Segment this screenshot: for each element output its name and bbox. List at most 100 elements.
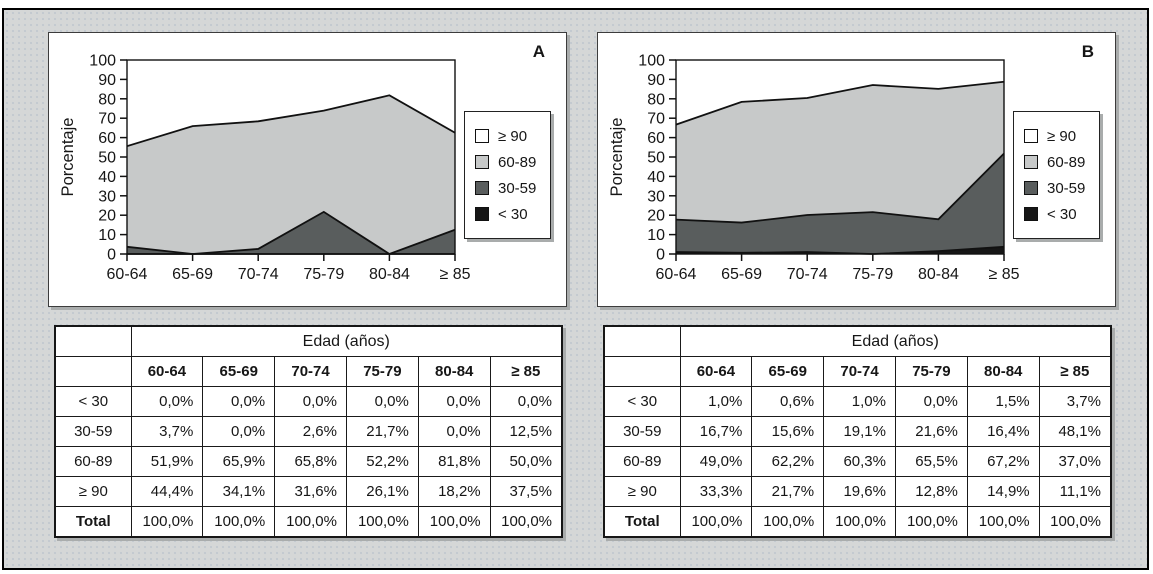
table-cell: 2,6% xyxy=(274,416,347,447)
table-cell: 3,7% xyxy=(130,416,204,447)
legend-swatch xyxy=(475,129,489,143)
table-cell: 21,6% xyxy=(894,416,968,447)
y-tick-label: 90 xyxy=(647,72,665,89)
legend-item: < 30 xyxy=(1024,201,1095,227)
y-tick-label: 10 xyxy=(647,227,665,244)
y-tick-label: 0 xyxy=(107,247,116,264)
legend-a: ≥ 90 60-89 30-59 < 30 xyxy=(464,111,551,239)
legend-swatch xyxy=(475,207,489,221)
table-cell: 60,3% xyxy=(823,446,896,477)
table-row: Total 100,0% 100,0% 100,0% 100,0% 100,0% 100,0… xyxy=(603,506,1112,538)
legend-swatch xyxy=(1024,129,1038,143)
table-cell: 33,3% xyxy=(679,476,753,507)
x-tick-label: 75-79 xyxy=(303,266,344,283)
table-cell: 12,8% xyxy=(894,476,968,507)
x-tick-label: 65-69 xyxy=(721,266,762,283)
table-cell: 0,0% xyxy=(417,386,491,417)
table-cell: 100,0% xyxy=(417,506,491,538)
table-cell: 0,0% xyxy=(274,386,347,417)
table-cell: 0,0% xyxy=(130,386,204,417)
area-boundary-60-89 xyxy=(126,94,456,147)
legend-swatch xyxy=(475,181,489,195)
row-label: Total xyxy=(603,506,681,538)
table-a: Edad (años) 60-64 65-69 70-74 75-79 80-84 ≥ 85… xyxy=(54,325,563,538)
column-header: 70-74 xyxy=(823,356,896,387)
legend-swatch xyxy=(1024,207,1038,221)
table-row: < 30 0,0% 0,0% 0,0% 0,0% 0,0% 0,0% xyxy=(54,386,563,417)
x-tick-label: 70-74 xyxy=(787,266,828,283)
table-cell: 62,2% xyxy=(751,446,825,477)
table-cell: 3,7% xyxy=(1038,386,1112,417)
area-60-89 xyxy=(127,95,455,254)
legend-label: 30-59 xyxy=(1047,179,1086,197)
column-header: ≥ 85 xyxy=(1038,356,1112,387)
y-tick-label: 20 xyxy=(647,208,665,225)
table-corner-cell xyxy=(54,356,132,387)
figure-frame: 0 10 20 30 40 50 60 70 80 90 100 60-64 65-69 70-74 75-… xyxy=(2,8,1149,570)
column-header: 65-69 xyxy=(202,356,276,387)
row-label: ≥ 90 xyxy=(603,476,681,507)
table-cell: 15,6% xyxy=(751,416,825,447)
row-label: 60-89 xyxy=(54,446,132,477)
panel-letter-b: B xyxy=(1081,42,1094,61)
y-tick-label: 20 xyxy=(98,208,116,225)
legend-item: 30-59 xyxy=(1024,175,1095,201)
column-header: 80-84 xyxy=(966,356,1040,387)
x-tick-label: 70-74 xyxy=(238,266,279,283)
y-tick-label: 80 xyxy=(647,91,665,108)
table-header-row: 60-64 65-69 70-74 75-79 80-84 ≥ 85 xyxy=(54,356,563,387)
x-tick-label: 80-84 xyxy=(369,266,410,283)
table-cell: 14,9% xyxy=(966,476,1040,507)
table-caption-row: Edad (años) xyxy=(54,325,563,357)
y-tick-label: 80 xyxy=(98,91,116,108)
y-tick-label: 90 xyxy=(98,72,116,89)
y-tick-label: 70 xyxy=(647,111,665,128)
y-tick-label: 70 xyxy=(98,111,116,128)
row-label: < 30 xyxy=(603,386,681,417)
table-row: 30-59 16,7% 15,6% 19,1% 21,6% 16,4% 48,1% xyxy=(603,416,1112,447)
stacked-area-chart-a: 0 10 20 30 40 50 60 70 80 90 100 60-64 65-69 70-74 75-… xyxy=(49,33,566,306)
area-boundary-30-59 xyxy=(126,210,456,255)
table-cell: 81,8% xyxy=(417,446,491,477)
y-tick-label: 100 xyxy=(89,53,116,70)
area-boundary-30-59 xyxy=(675,152,1005,224)
y-tick-label: 60 xyxy=(98,130,116,147)
table-cell: 19,1% xyxy=(823,416,896,447)
table-corner-cell xyxy=(603,356,681,387)
table-caption-row: Edad (años) xyxy=(603,325,1112,357)
table-cell: 100,0% xyxy=(489,506,563,538)
table-header-row: 60-64 65-69 70-74 75-79 80-84 ≥ 85 xyxy=(603,356,1112,387)
column-header: 75-79 xyxy=(894,356,968,387)
table-row: ≥ 90 44,4% 34,1% 31,6% 26,1% 18,2% 37,5% xyxy=(54,476,563,507)
column-a: 0 10 20 30 40 50 60 70 80 90 100 60-64 65-69 70-74 75-… xyxy=(48,32,567,538)
row-label: 30-59 xyxy=(603,416,681,447)
column-header: 60-64 xyxy=(679,356,753,387)
row-label: Total xyxy=(54,506,132,538)
legend-swatch xyxy=(1024,155,1038,169)
y-tick-label: 0 xyxy=(656,247,665,264)
legend-label: ≥ 90 xyxy=(1047,127,1077,145)
table-cell: 100,0% xyxy=(202,506,276,538)
table-caption: Edad (años) xyxy=(679,325,1112,357)
legend-b: ≥ 90 60-89 30-59 < 30 xyxy=(1013,111,1100,239)
table-corner-cell xyxy=(603,325,681,357)
column-header: 60-64 xyxy=(130,356,204,387)
table-cell: 100,0% xyxy=(1038,506,1112,538)
table-cell: 100,0% xyxy=(894,506,968,538)
stacked-area-svg: 0 10 20 30 40 50 60 70 80 90 100 60-64 65-69 70-74 75-… xyxy=(608,53,1020,284)
row-label: 30-59 xyxy=(54,416,132,447)
chart-panel-b: 0 10 20 30 40 50 60 70 80 90 100 60-64 65-69 70-74 75-… xyxy=(597,32,1116,307)
table-cell: 52,2% xyxy=(345,446,419,477)
table-cell: 0,0% xyxy=(894,386,968,417)
table-cell: 18,2% xyxy=(417,476,491,507)
table-cell: 0,0% xyxy=(489,386,563,417)
x-tick-label: ≥ 85 xyxy=(439,266,470,283)
row-label: 60-89 xyxy=(603,446,681,477)
x-tick-label: ≥ 85 xyxy=(988,266,1019,283)
table-cell: 26,1% xyxy=(345,476,419,507)
y-tick-label: 50 xyxy=(647,150,665,167)
table-cell: 0,0% xyxy=(417,416,491,447)
legend-label: 60-89 xyxy=(498,153,537,171)
x-tick-label: 60-64 xyxy=(656,266,697,283)
table-cell: 100,0% xyxy=(751,506,825,538)
